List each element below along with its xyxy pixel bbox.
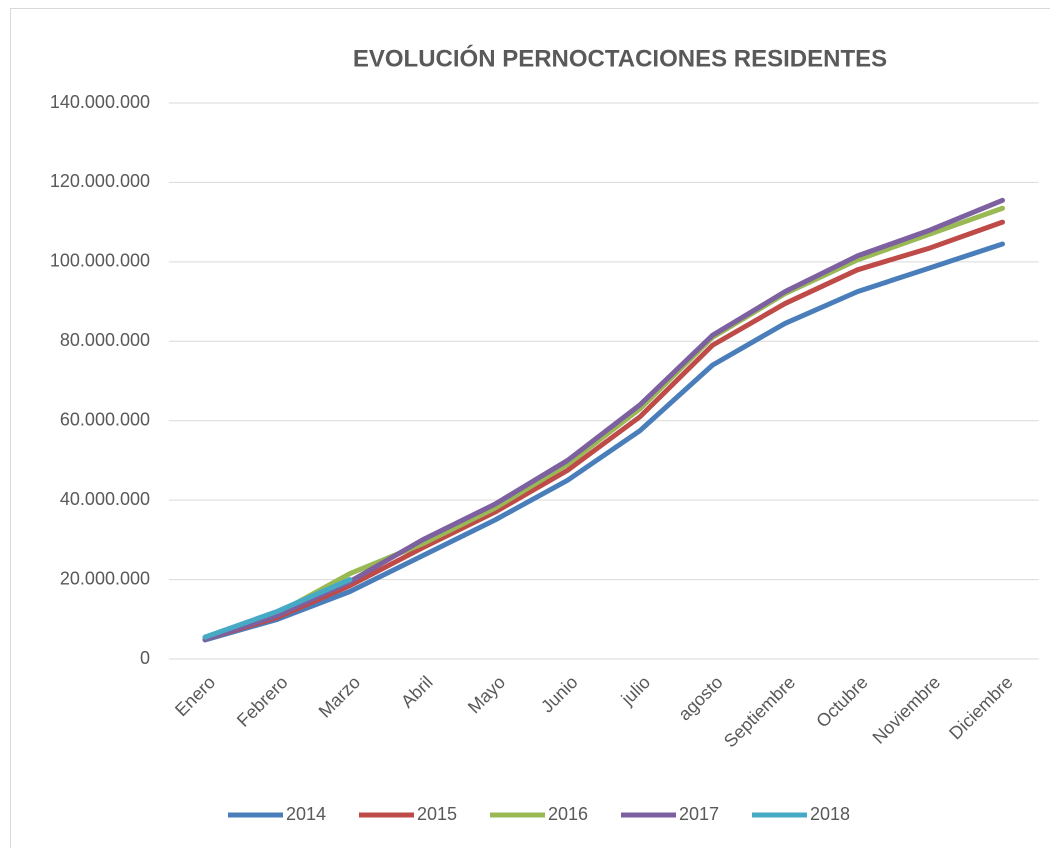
x-tick-label: Octubre <box>812 672 871 731</box>
line-series <box>202 219 1005 642</box>
y-tick-label: 140.000.000 <box>50 92 150 112</box>
line-series <box>202 197 1005 642</box>
x-tick-label: Junio <box>537 672 582 717</box>
legend-label: 2017 <box>679 804 719 824</box>
x-tick-label: Enero <box>171 672 219 720</box>
x-tick-label: julio <box>617 672 654 709</box>
x-tick-label: Mayo <box>464 672 509 717</box>
legend-label: 2015 <box>417 804 457 824</box>
y-tick-label: 120.000.000 <box>50 171 150 191</box>
legend-label: 2018 <box>810 804 850 824</box>
y-tick-label: 100.000.000 <box>50 251 150 271</box>
y-tick-label: 20.000.000 <box>60 568 150 588</box>
legend-label: 2016 <box>548 804 588 824</box>
x-tick-label: Marzo <box>315 672 365 722</box>
y-tick-label: 0 <box>140 648 150 668</box>
chart-title: EVOLUCIÓN PERNOCTACIONES RESIDENTES <box>353 44 887 72</box>
line-series <box>202 241 1005 643</box>
x-tick-label: Septiembre <box>720 672 799 751</box>
x-tick-label: Abril <box>397 672 437 712</box>
x-tick-label: Febrero <box>233 672 292 731</box>
y-tick-label: 60.000.000 <box>60 409 150 429</box>
x-tick-label: Noviembre <box>869 672 945 748</box>
chart-border <box>10 8 1050 848</box>
x-tick-label: Diciembre <box>945 672 1016 743</box>
line-series <box>202 577 353 640</box>
y-tick-label: 80.000.000 <box>60 330 150 350</box>
line-series <box>202 205 1005 641</box>
y-tick-label: 40.000.000 <box>60 489 150 509</box>
x-tick-label: agosto <box>674 672 726 724</box>
legend-label: 2014 <box>286 804 326 824</box>
